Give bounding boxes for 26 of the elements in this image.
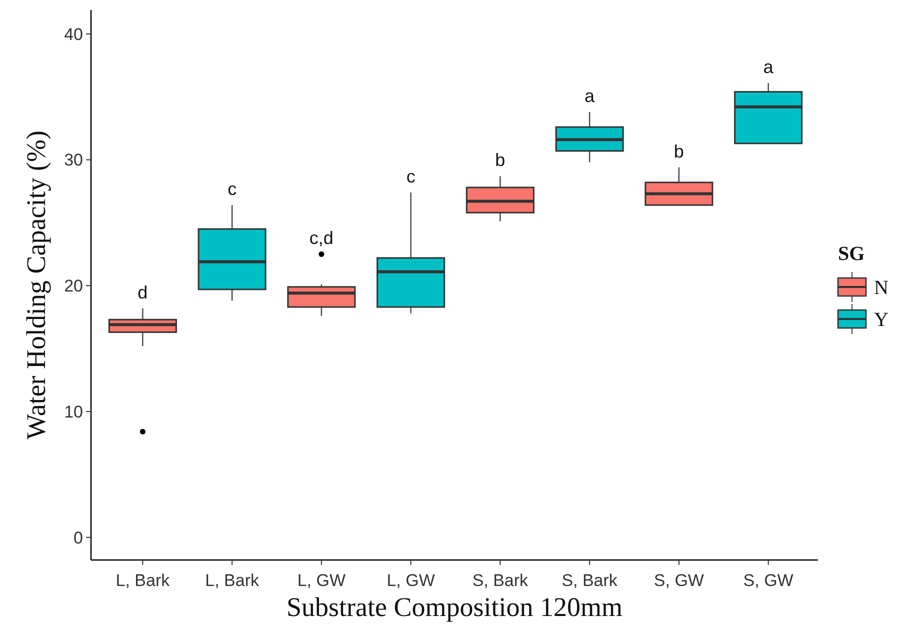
x-axis-title: Substrate Composition 120mm bbox=[286, 592, 623, 622]
annotation: d bbox=[138, 282, 148, 302]
legend-label: N bbox=[874, 277, 888, 299]
x-tick-label: L, GW bbox=[386, 571, 435, 590]
annotation: c bbox=[228, 179, 237, 200]
x-tick-label: L, GW bbox=[297, 571, 346, 590]
y-tick-label: 0 bbox=[74, 528, 83, 548]
y-axis-title: Water Holding Capacity (%) bbox=[21, 130, 51, 440]
x-tick-label: S, GW bbox=[654, 571, 704, 590]
x-tick-label: L, Bark bbox=[205, 571, 260, 590]
annotation: a bbox=[763, 57, 774, 77]
annotation: c,d bbox=[309, 228, 334, 248]
x-tick-label: L, Bark bbox=[116, 571, 170, 590]
annotation: b bbox=[495, 150, 506, 170]
y-tick-label: 40 bbox=[64, 24, 83, 44]
y-tick-label: 30 bbox=[64, 150, 83, 170]
x-tick-label: S, Bark bbox=[562, 571, 618, 590]
legend-title: SG bbox=[838, 243, 866, 265]
annotation: c bbox=[406, 166, 416, 186]
legend-label: Y bbox=[874, 309, 888, 331]
annotation: a bbox=[584, 86, 596, 106]
x-tick-label: S, GW bbox=[743, 571, 794, 590]
y-tick-label: 10 bbox=[64, 402, 83, 422]
annotation: b bbox=[674, 141, 684, 162]
x-tick-label: S, Bark bbox=[472, 571, 529, 590]
y-tick-label: 20 bbox=[64, 276, 83, 296]
